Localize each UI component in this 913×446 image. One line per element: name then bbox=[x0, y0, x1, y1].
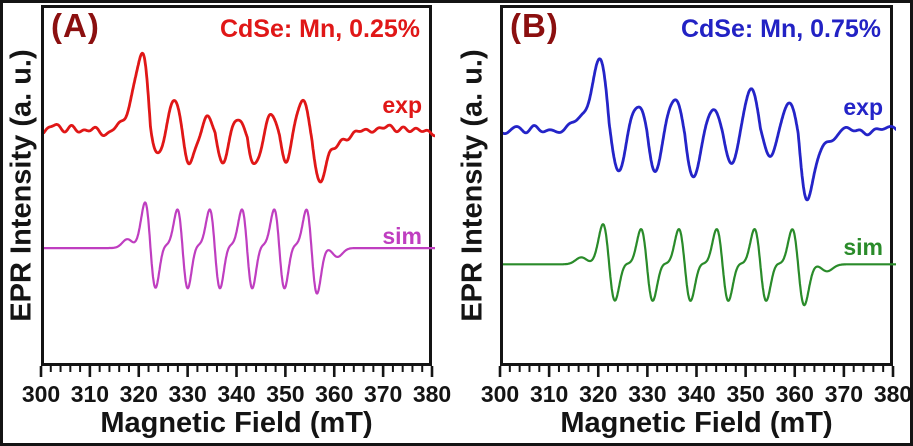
epr-curves-panel-b bbox=[503, 57, 896, 307]
x-tick-label: 300 bbox=[21, 381, 61, 407]
y-axis-label-text-a: EPR Intensity (a. u.) bbox=[5, 49, 38, 322]
x-tick-label: 320 bbox=[579, 381, 618, 407]
x-tick-label: 360 bbox=[775, 381, 814, 407]
x-tick-label: 320 bbox=[119, 381, 158, 407]
x-axis-ticks-a bbox=[39, 366, 434, 377]
x-tick-label: 360 bbox=[315, 381, 354, 407]
x-tick-label: 380 bbox=[412, 381, 452, 407]
x-tick-labels-b: 300 310 320 330 340 350 360 370 380 bbox=[481, 381, 910, 407]
panel-letter-a: (A) bbox=[51, 7, 100, 44]
x-axis-title-b: Magnetic Field (mT) bbox=[560, 407, 833, 439]
panel-title-a: CdSe: Mn, 0.25% bbox=[219, 15, 420, 43]
exp-trace-label-a: exp bbox=[382, 92, 422, 118]
x-tick-label: 340 bbox=[677, 381, 716, 407]
x-tick-label: 350 bbox=[266, 381, 305, 407]
x-tick-label: 300 bbox=[480, 381, 520, 407]
x-tick-label: 330 bbox=[168, 381, 207, 407]
plot-area-panel-b: (B) CdSe: Mn, 0.75% exp sim bbox=[500, 5, 896, 366]
y-axis-label-panel-b: EPR Intensity (a. u.) bbox=[452, 5, 494, 366]
x-tick-label: 380 bbox=[873, 381, 913, 407]
x-tick-label: 370 bbox=[824, 381, 864, 407]
x-tick-labels-a: 300 310 320 330 340 350 360 370 380 bbox=[22, 381, 451, 407]
x-tick-label: 340 bbox=[217, 381, 256, 407]
sim-trace-panel-a bbox=[44, 201, 435, 295]
exp-trace-panel-a bbox=[44, 51, 435, 184]
sim-trace-panel-b bbox=[503, 223, 896, 307]
x-tick-label: 310 bbox=[70, 381, 110, 407]
x-axis-title-a: Magnetic Field (mT) bbox=[100, 407, 373, 439]
x-tick-label: 310 bbox=[529, 381, 569, 407]
x-axis-ticks-b bbox=[498, 366, 895, 377]
x-tick-label: 370 bbox=[363, 381, 403, 407]
exp-trace-panel-b bbox=[503, 57, 896, 202]
panel-title-b: CdSe: Mn, 0.75% bbox=[680, 15, 881, 43]
plot-area-panel-a: (A) CdSe: Mn, 0.25% exp sim bbox=[41, 5, 435, 366]
x-tick-label: 330 bbox=[628, 381, 667, 407]
sim-trace-label-a: sim bbox=[382, 223, 422, 249]
y-axis-label-panel-a: EPR Intensity (a. u.) bbox=[3, 5, 41, 366]
sim-trace-label-b: sim bbox=[843, 234, 883, 260]
exp-trace-label-b: exp bbox=[843, 94, 883, 120]
x-tick-label: 350 bbox=[726, 381, 765, 407]
epr-curves-panel-a bbox=[44, 51, 435, 295]
y-axis-label-text-b: EPR Intensity (a. u.) bbox=[456, 49, 489, 322]
panel-letter-b: (B) bbox=[510, 7, 559, 44]
